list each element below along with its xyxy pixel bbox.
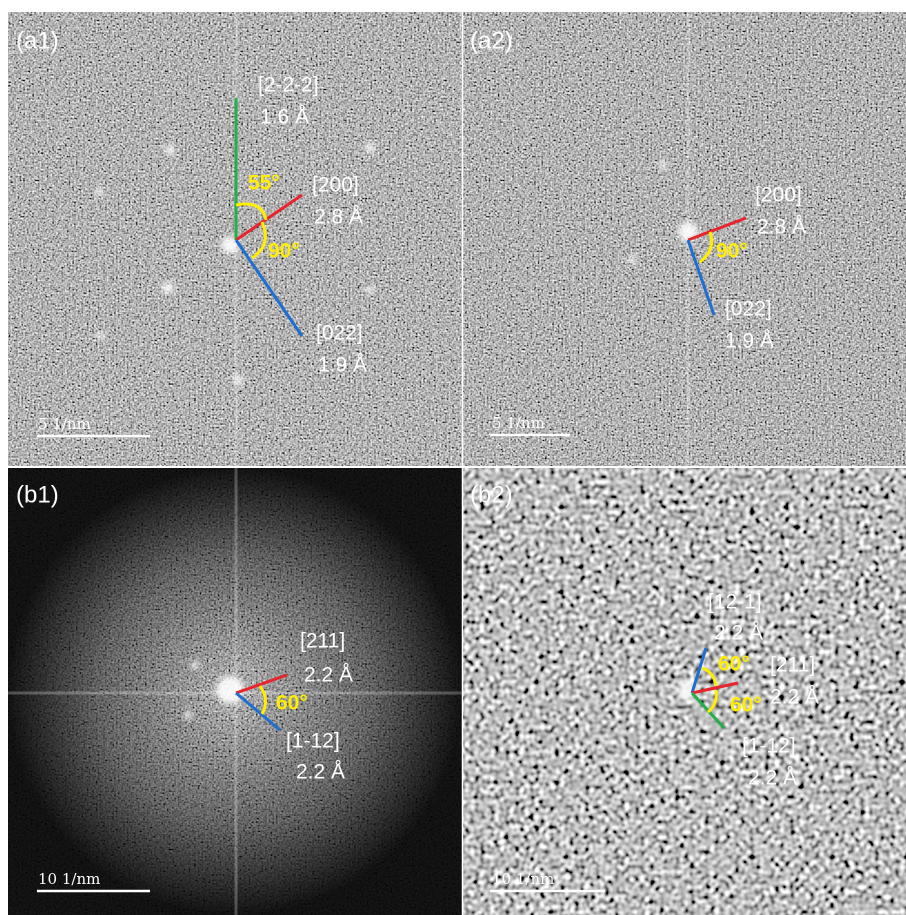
d-spacing: 1.6 Å <box>260 106 309 129</box>
angle-label: 60° <box>730 694 762 717</box>
d-spacing: 1.9 Å <box>725 330 774 353</box>
direction-index: [1-12] <box>742 735 796 758</box>
scale-bar-label: 5 1/nm <box>38 415 91 433</box>
scale-bar-label: 10 1/nm <box>38 870 100 888</box>
d-spacing: 2.8 Å <box>314 206 363 229</box>
d-spacing: 2.8 Å <box>757 216 806 239</box>
direction-index: [211] <box>300 630 345 653</box>
d-spacing: 2.2 Å <box>714 622 763 645</box>
panel-label: (a2) <box>470 27 513 54</box>
scale-bar-label: 10 1/nm <box>492 870 554 888</box>
direction-index: [2-2-2] <box>258 74 319 97</box>
direction-index: [211] <box>770 654 815 677</box>
d-spacing: 2.2 Å <box>748 767 797 790</box>
d-spacing: 2.2 Å <box>296 761 345 784</box>
direction-index: [200] <box>755 184 802 207</box>
direction-index: [12-1] <box>708 591 762 614</box>
d-spacing: 2.2 Å <box>304 664 353 687</box>
direction-index: [1-12] <box>286 730 340 753</box>
direction-index: [022] <box>725 298 772 321</box>
direction-index: [022] <box>316 322 363 345</box>
panel-label: (a1) <box>16 27 59 54</box>
d-spacing: 1.9 Å <box>318 354 367 377</box>
angle-label: 90° <box>268 240 300 263</box>
direction-index: [200] <box>312 174 359 197</box>
angle-label: 60° <box>276 692 308 715</box>
figure: (a1) [2-2-2] 1.6 Å [200] 2.8 Å [022] 1.9… <box>0 0 906 915</box>
d-spacing: 2.2 Å <box>770 686 819 709</box>
scale-bar-label: 5 1/nm <box>492 414 545 432</box>
angle-label: 55° <box>248 172 280 195</box>
angle-label: 60° <box>718 653 750 676</box>
panel-label: (b2) <box>470 481 513 508</box>
angle-label: 90° <box>716 240 748 263</box>
panel-label: (b1) <box>16 481 59 508</box>
